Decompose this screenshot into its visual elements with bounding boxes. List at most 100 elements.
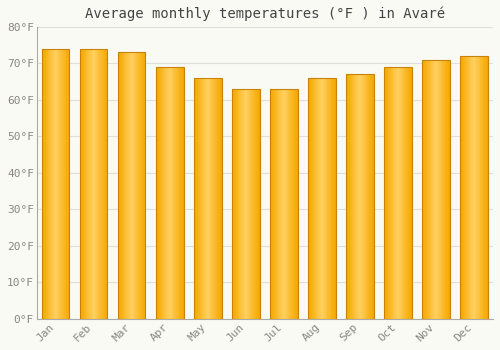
Bar xyxy=(390,67,392,319)
Bar xyxy=(352,74,354,319)
Bar xyxy=(141,52,142,319)
Bar xyxy=(102,49,103,319)
Bar xyxy=(480,56,482,319)
Bar xyxy=(178,67,179,319)
Bar xyxy=(292,89,293,319)
Bar xyxy=(361,74,362,319)
Bar xyxy=(244,89,245,319)
Bar xyxy=(258,89,260,319)
Bar xyxy=(118,52,119,319)
Bar xyxy=(58,49,59,319)
Bar xyxy=(164,67,166,319)
Bar xyxy=(347,74,348,319)
Bar xyxy=(142,52,144,319)
Bar xyxy=(437,60,438,319)
Bar xyxy=(308,78,336,319)
Bar xyxy=(362,74,364,319)
Bar xyxy=(280,89,281,319)
Bar xyxy=(359,74,360,319)
Bar xyxy=(159,67,160,319)
Bar xyxy=(349,74,350,319)
Bar xyxy=(89,49,90,319)
Bar xyxy=(462,56,463,319)
Bar xyxy=(477,56,478,319)
Bar xyxy=(60,49,61,319)
Bar xyxy=(392,67,394,319)
Bar xyxy=(48,49,50,319)
Bar xyxy=(291,89,292,319)
Bar xyxy=(444,60,445,319)
Bar xyxy=(134,52,136,319)
Bar xyxy=(326,78,328,319)
Bar xyxy=(275,89,276,319)
Bar xyxy=(232,89,233,319)
Bar xyxy=(409,67,410,319)
Bar xyxy=(330,78,331,319)
Bar xyxy=(389,67,390,319)
Bar xyxy=(331,78,332,319)
Bar xyxy=(384,67,411,319)
Bar xyxy=(136,52,138,319)
Bar xyxy=(313,78,314,319)
Bar xyxy=(446,60,447,319)
Bar xyxy=(119,52,120,319)
Bar xyxy=(156,67,157,319)
Bar xyxy=(210,78,212,319)
Bar xyxy=(100,49,101,319)
Bar xyxy=(236,89,238,319)
Bar xyxy=(484,56,485,319)
Bar xyxy=(204,78,205,319)
Bar xyxy=(270,89,271,319)
Bar xyxy=(394,67,395,319)
Bar xyxy=(427,60,428,319)
Bar xyxy=(106,49,108,319)
Bar xyxy=(138,52,139,319)
Bar xyxy=(232,89,260,319)
Bar xyxy=(209,78,210,319)
Bar xyxy=(334,78,336,319)
Bar xyxy=(247,89,248,319)
Bar xyxy=(324,78,326,319)
Bar xyxy=(128,52,129,319)
Bar xyxy=(308,78,309,319)
Bar xyxy=(285,89,286,319)
Bar xyxy=(322,78,323,319)
Bar xyxy=(65,49,66,319)
Bar xyxy=(460,56,462,319)
Bar xyxy=(321,78,322,319)
Bar xyxy=(388,67,389,319)
Bar xyxy=(281,89,282,319)
Bar xyxy=(436,60,437,319)
Bar xyxy=(468,56,469,319)
Bar xyxy=(174,67,176,319)
Bar xyxy=(366,74,368,319)
Bar xyxy=(130,52,131,319)
Bar xyxy=(447,60,448,319)
Bar xyxy=(328,78,329,319)
Bar xyxy=(90,49,91,319)
Bar xyxy=(80,49,81,319)
Bar xyxy=(254,89,255,319)
Bar xyxy=(182,67,184,319)
Bar xyxy=(486,56,487,319)
Bar xyxy=(439,60,440,319)
Bar xyxy=(129,52,130,319)
Bar xyxy=(346,74,374,319)
Bar xyxy=(216,78,217,319)
Bar xyxy=(246,89,247,319)
Bar xyxy=(235,89,236,319)
Bar xyxy=(50,49,51,319)
Bar xyxy=(398,67,399,319)
Bar xyxy=(81,49,82,319)
Bar xyxy=(166,67,167,319)
Bar xyxy=(402,67,404,319)
Bar xyxy=(162,67,164,319)
Bar xyxy=(476,56,477,319)
Bar xyxy=(318,78,319,319)
Bar xyxy=(424,60,425,319)
Bar xyxy=(473,56,474,319)
Bar xyxy=(181,67,182,319)
Bar xyxy=(144,52,146,319)
Bar xyxy=(438,60,439,319)
Bar xyxy=(252,89,253,319)
